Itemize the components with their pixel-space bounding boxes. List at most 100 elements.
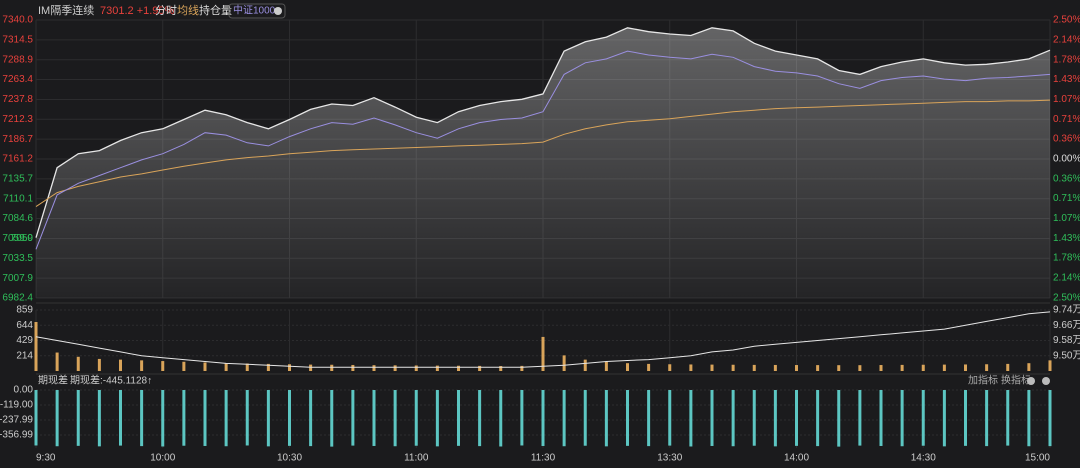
bar: [119, 359, 122, 371]
y2-tick-label: 1.43%: [1053, 74, 1080, 85]
button[interactable]: 换指标: [1001, 374, 1031, 387]
y-tick-label: 6982.4: [2, 293, 33, 304]
bar: [773, 390, 777, 447]
bar: [1006, 390, 1010, 446]
bar: [309, 390, 313, 447]
bar: [858, 365, 862, 371]
quote: 7301.2 +1.95%: [100, 5, 175, 17]
button[interactable]: 加指标: [968, 374, 998, 387]
y-tick-label: 7135.7: [2, 173, 33, 184]
bar: [76, 356, 80, 371]
bar: [414, 390, 418, 446]
bar: [731, 364, 735, 371]
bar: [76, 390, 80, 446]
bar: [1006, 363, 1010, 371]
bar: [626, 390, 629, 446]
bar: [393, 390, 397, 447]
bar: [985, 364, 989, 371]
bar: [964, 364, 967, 371]
bar: [119, 390, 122, 446]
y2-tick-label: 2.50%: [1053, 15, 1080, 26]
bar: [921, 364, 925, 371]
bar: [583, 390, 587, 446]
bar: [435, 365, 439, 371]
y2-tick-label: 2.14%: [1053, 35, 1080, 46]
bar: [435, 390, 439, 447]
bar: [288, 364, 291, 371]
y-tick-label: -356.99: [0, 430, 33, 441]
bar: [964, 390, 967, 446]
legend-entry[interactable]: 均线: [177, 3, 199, 17]
settings-icon[interactable]: [1027, 377, 1035, 385]
y-tick-label: 7161.2: [2, 154, 33, 165]
bar: [858, 390, 862, 446]
y2-tick-label: 0.36%: [1053, 174, 1080, 185]
y2-tick-label: 1.78%: [1053, 55, 1080, 66]
bar: [668, 364, 672, 371]
close-icon[interactable]: [274, 7, 282, 15]
y-tick-label: 7186.7: [2, 134, 33, 145]
bar: [224, 390, 228, 447]
bar: [773, 364, 777, 371]
y2-tick-label: 9.50万: [1053, 350, 1080, 361]
y-tick-label: 214: [16, 350, 33, 361]
y-tick-label: 7314.5: [2, 34, 33, 45]
bar: [330, 364, 334, 371]
bar: [245, 363, 249, 371]
bar: [816, 365, 820, 371]
legend-entry[interactable]: 持仓量: [199, 3, 232, 17]
bar: [562, 390, 566, 447]
bar: [668, 390, 672, 446]
bar: [97, 358, 101, 371]
bar: [393, 365, 397, 371]
y2-tick-label: 1.07%: [1053, 213, 1080, 224]
bar: [182, 390, 186, 446]
bar: [985, 390, 989, 447]
bar: [351, 364, 355, 371]
bar: [245, 390, 249, 446]
bar: [520, 390, 524, 446]
bar: [1048, 390, 1052, 447]
y-tick-label: -119.00: [0, 400, 33, 411]
y2-tick-label: 1.43%: [1053, 233, 1080, 244]
bar: [942, 390, 946, 447]
bar: [1048, 360, 1052, 371]
bar: [266, 363, 270, 371]
y-tick-label: -237.99: [0, 415, 33, 426]
bar: [626, 363, 629, 371]
symbol: IM隔季连续: [38, 3, 94, 17]
bar: [182, 361, 186, 371]
bar: [921, 390, 925, 446]
y-tick-label: 429: [16, 335, 33, 346]
index-box[interactable]: [228, 3, 286, 19]
bar: [161, 390, 165, 447]
series-line: [35, 99, 1051, 208]
legend-entry[interactable]: 分时: [155, 4, 177, 17]
x-tick-label: 10:00: [150, 453, 175, 464]
y-tick-label: 859: [16, 305, 33, 316]
bar: [457, 390, 460, 446]
bar: [309, 364, 313, 371]
bar: [647, 390, 651, 447]
bar: [161, 361, 165, 371]
x-tick-label: 10:30: [277, 453, 302, 464]
bar: [879, 390, 883, 446]
bar: [1027, 363, 1031, 371]
y2-tick-label: 0.71%: [1053, 114, 1080, 125]
y-tick-label: 7237.8: [2, 94, 33, 105]
bar: [203, 362, 207, 371]
series-line: [35, 311, 1051, 368]
legend-entry[interactable]: 中证1000: [233, 4, 276, 17]
bar: [879, 365, 883, 371]
y2-tick-label: 0.00%: [1053, 154, 1080, 165]
bar: [731, 390, 735, 447]
y-tick-label: 7288.9: [2, 54, 33, 65]
close-icon[interactable]: [1042, 377, 1050, 385]
bar: [689, 364, 693, 371]
bar: [351, 390, 355, 446]
bar: [752, 390, 756, 446]
y2-tick-label: 2.14%: [1053, 273, 1080, 284]
y-tick-label: 7340.0: [2, 15, 33, 26]
bar: [55, 352, 59, 371]
